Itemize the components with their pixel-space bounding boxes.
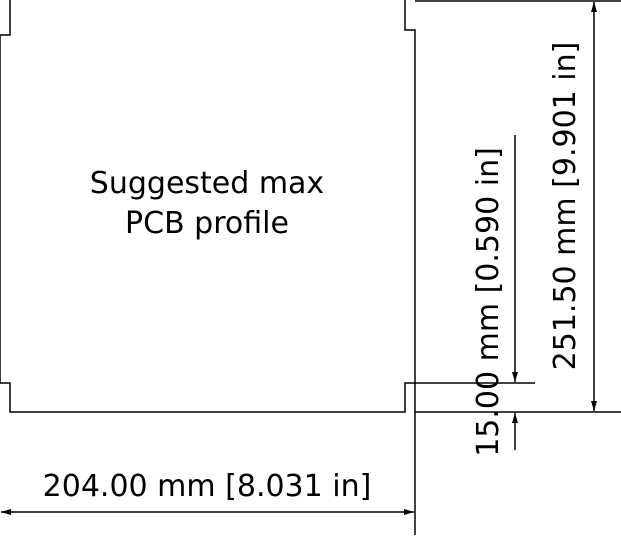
profile-label: PCB profile [125,206,289,241]
profile-label: Suggested max [90,166,324,201]
dimension-text: 15.00 mm [0.590 in] [471,147,506,457]
profile-outline [0,0,416,413]
dimension-text: 251.50 mm [9.901 in] [548,42,583,371]
dimension-text: 204.00 mm [8.031 in] [43,469,372,504]
